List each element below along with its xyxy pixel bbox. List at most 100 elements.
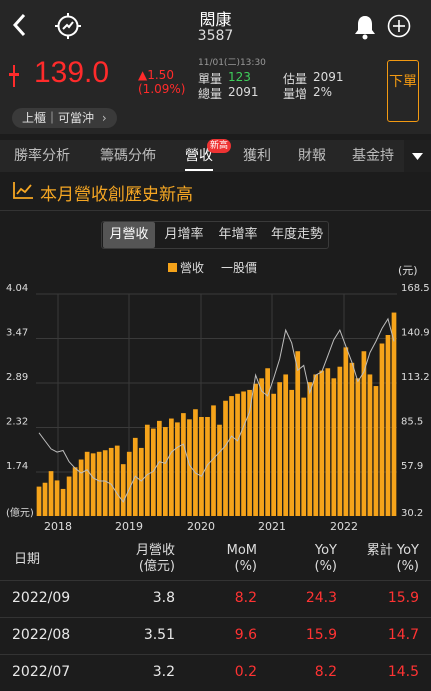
row-yoy: 24.3 xyxy=(305,590,337,606)
revenue-bar xyxy=(150,428,156,516)
new-high-badge: 新高 xyxy=(207,139,232,153)
revenue-bar xyxy=(271,393,276,516)
revenue-bar xyxy=(247,389,252,516)
row-mom: 9.6 xyxy=(234,627,257,643)
y-left-tick: (億元) xyxy=(6,506,34,519)
header-revenue: 月營收 (億元) xyxy=(136,543,175,575)
table-row[interactable]: 2022/08 3.51 9.6 15.9 14.7 xyxy=(0,617,431,654)
revenue-bar xyxy=(349,362,355,516)
y-left-tick: 2.89 xyxy=(6,372,28,383)
header-date: 日期 xyxy=(14,552,41,567)
table-header: 日期 月營收 (億元) MoM (%) YoY (%) 累計 YoY (%) xyxy=(0,538,431,580)
table-row[interactable]: 2022/09 3.8 8.2 24.3 15.9 xyxy=(0,580,431,617)
row-cumulative-yoy: 14.7 xyxy=(387,627,419,643)
add-icon[interactable] xyxy=(387,14,411,38)
revenue-bar xyxy=(217,424,222,516)
change-value: ▲1.50 xyxy=(138,68,174,82)
segment-yoy[interactable]: 年增率 xyxy=(218,227,258,242)
header-revenue-label: 月營收 xyxy=(135,543,175,558)
y-left-tick: 3.47 xyxy=(6,328,28,339)
revenue-bar xyxy=(90,453,96,516)
segment-mom[interactable]: 月增率 xyxy=(164,227,204,242)
revenue-bar xyxy=(72,467,78,516)
trend-circle-icon[interactable] xyxy=(54,12,82,40)
bell-icon[interactable] xyxy=(353,14,377,40)
header-cumulative-yoy-label: 累計 YoY xyxy=(366,543,419,558)
market-tag[interactable]: 上櫃｜可當沖 › xyxy=(12,108,117,128)
header-mom-label: MoM xyxy=(226,543,257,558)
revenue-bar xyxy=(289,389,295,516)
revenue-bar xyxy=(265,368,270,516)
revenue-bar xyxy=(193,409,198,516)
est-volume-label: 估量 xyxy=(283,72,308,86)
row-mom: 8.2 xyxy=(234,590,257,606)
row-date: 2022/08 xyxy=(12,627,71,643)
volume-increase-value: 2% xyxy=(313,85,333,99)
tab-financials[interactable]: 財報 xyxy=(298,148,326,164)
stock-code: 3587 xyxy=(197,28,234,44)
revenue-bar xyxy=(66,476,72,516)
revenue-bar xyxy=(241,391,246,516)
revenue-bar xyxy=(355,378,361,516)
segment-monthly-revenue[interactable]: 月營收 xyxy=(103,222,155,248)
est-volume-value: 2091 xyxy=(313,70,344,84)
revenue-bar xyxy=(175,422,180,516)
segment-yearly-trend[interactable]: 年度走勢 xyxy=(270,227,323,242)
tab-chip-distribution[interactable]: 籌碼分佈 xyxy=(100,148,156,164)
revenue-bar xyxy=(205,416,210,516)
y-right-tick: 168.5 xyxy=(401,283,430,294)
change-percent: (1.09%) xyxy=(138,82,186,96)
row-revenue: 3.51 xyxy=(143,627,175,643)
volume-increase-label: 量增 xyxy=(283,87,308,101)
volume-value: 123 xyxy=(228,70,251,84)
header-yoy-label: YoY xyxy=(314,543,337,558)
revenue-bar xyxy=(373,386,379,516)
revenue-bar xyxy=(223,400,228,516)
back-icon[interactable] xyxy=(10,12,36,40)
revenue-bar xyxy=(108,447,114,516)
active-tab-indicator xyxy=(185,169,213,171)
header-mom-unit: (%) xyxy=(234,559,258,574)
x-tick: 2020 xyxy=(187,520,215,533)
revenue-bar xyxy=(42,482,48,516)
revenue-bar xyxy=(199,416,204,516)
right-axis-unit: (元) xyxy=(398,264,418,277)
row-yoy: 15.9 xyxy=(305,627,337,643)
tabs-more-button[interactable] xyxy=(404,140,431,172)
y-right-tick: 113.2 xyxy=(401,372,430,383)
row-cumulative-yoy: 14.5 xyxy=(387,664,419,680)
revenue-bar xyxy=(84,451,90,516)
revenue-bar xyxy=(120,464,126,516)
tab-profit[interactable]: 獲利 xyxy=(243,148,271,164)
divider xyxy=(0,210,431,211)
y-right-tick: 85.5 xyxy=(401,417,423,428)
revenue-bar xyxy=(102,450,108,516)
total-volume-label: 總量 xyxy=(198,87,223,101)
x-tick: 2019 xyxy=(115,520,143,533)
legend-revenue-swatch xyxy=(168,263,177,272)
revenue-bar xyxy=(367,374,373,516)
revenue-bar xyxy=(78,459,84,516)
quote-panel: 139.0 ▲1.50 (1.09%) 11/01(二)13:30 單量 123… xyxy=(0,52,431,134)
revenue-bar xyxy=(391,312,397,516)
tab-revenue[interactable]: 營收 xyxy=(185,148,213,164)
header-cumulative-yoy-unit: (%) xyxy=(396,559,420,574)
header-revenue-unit: (億元) xyxy=(138,559,175,574)
table-row[interactable]: 2022/07 3.2 0.2 8.2 14.5 xyxy=(0,654,431,691)
revenue-bar xyxy=(54,480,60,516)
revenue-bar xyxy=(235,393,240,516)
row-cumulative-yoy: 15.9 xyxy=(387,590,419,606)
tab-fund-holdings[interactable]: 基金持 xyxy=(352,148,394,164)
tab-win-rate[interactable]: 勝率分析 xyxy=(14,148,70,164)
revenue-bar xyxy=(379,343,385,516)
y-right-tick: 30.2 xyxy=(401,508,423,519)
revenue-bar xyxy=(138,447,144,516)
section-title: 本月營收創歷史新高 xyxy=(40,185,193,205)
order-button[interactable]: 下單 xyxy=(387,60,419,122)
price-line xyxy=(38,317,395,503)
price-change: ▲1.50 (1.09%) xyxy=(138,68,185,96)
revenue-bar xyxy=(331,378,337,516)
legend-price-label: 一股價 xyxy=(221,261,257,275)
y-left-tick: 4.04 xyxy=(6,283,28,294)
row-yoy: 8.2 xyxy=(314,664,337,680)
